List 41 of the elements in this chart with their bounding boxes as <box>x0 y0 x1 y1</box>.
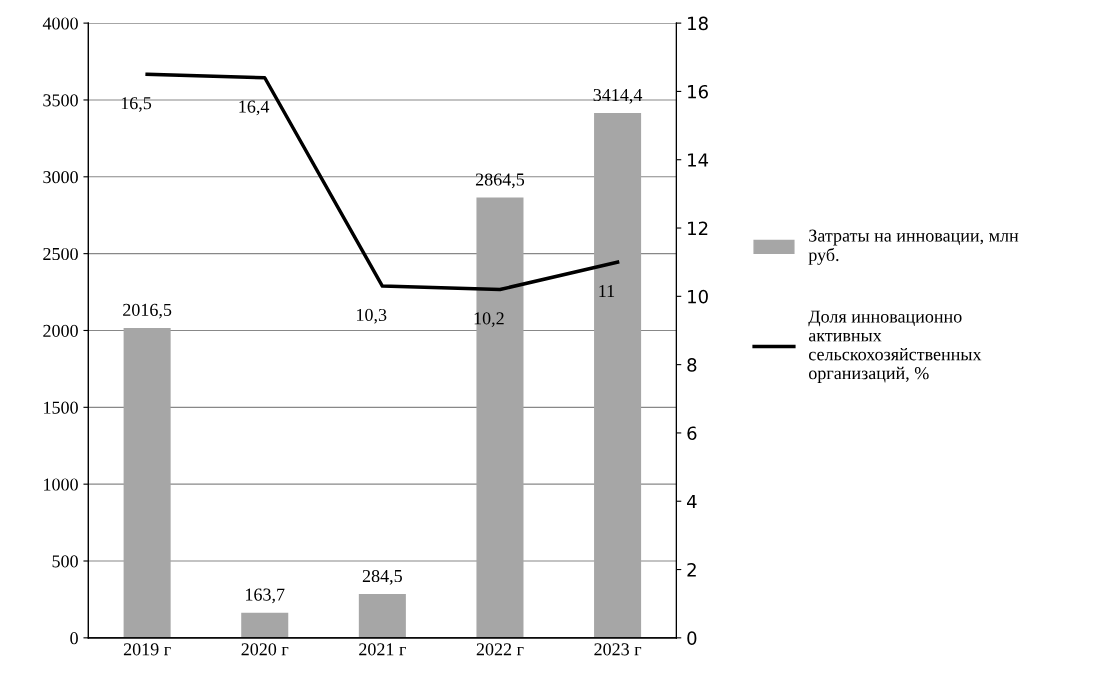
y-tick-label: 3000 <box>43 171 78 184</box>
y2-tick-label: 4 <box>687 494 697 509</box>
y2-tick-label: 6 <box>687 426 697 441</box>
data-label: 284,5 <box>362 569 402 585</box>
data-label: 163,7 <box>246 588 285 604</box>
y-tick-label: 4000 <box>42 17 78 30</box>
bar <box>594 113 642 638</box>
data-label: 2864,5 <box>475 173 525 189</box>
y2-tick-label: 16 <box>688 84 708 99</box>
bar <box>241 612 289 638</box>
data-label: 2016,5 <box>123 303 172 319</box>
legend-label: Доля инновационно активных сельскохозяйственных организаций, % <box>808 310 982 383</box>
y2-tick-label: 8 <box>687 358 697 372</box>
y-tick-label: 0 <box>70 632 78 645</box>
y-tick-label: 3500 <box>43 94 78 107</box>
y-tick-label: 500 <box>52 555 78 568</box>
data-label: 11 <box>599 285 615 297</box>
y2-tick-label: 18 <box>688 16 708 31</box>
y-tick-label: 2000 <box>43 324 78 337</box>
x-tick-label: 2023 г <box>594 643 642 656</box>
data-label: 10,3 <box>357 308 387 324</box>
bar <box>476 197 524 638</box>
y2-tick-label: 0 <box>687 631 697 645</box>
data-label: 3414,4 <box>593 88 643 104</box>
y2-tick-label: 10 <box>688 289 708 304</box>
y-tick-label: 1500 <box>44 401 78 414</box>
y2-tick-label: 14 <box>688 153 709 167</box>
x-tick-label: 2021 г <box>359 643 406 656</box>
y2-tick-label: 2 <box>687 563 696 577</box>
x-tick-label: 2020 г <box>241 643 289 656</box>
bar <box>358 594 406 638</box>
y-tick-label: 2500 <box>43 247 78 261</box>
data-label: 16,5 <box>121 97 152 112</box>
x-tick-label: 2022 г <box>476 643 524 656</box>
x-tick-label: 2019 г <box>123 643 171 656</box>
legend-label: Затраты на инновации, млн руб. <box>808 229 1019 265</box>
y-tick-label: 1000 <box>44 478 78 491</box>
data-label: 16,4 <box>239 100 270 116</box>
bar <box>123 327 171 638</box>
data-label: 10,2 <box>474 312 504 328</box>
y2-tick-label: 12 <box>688 221 708 235</box>
